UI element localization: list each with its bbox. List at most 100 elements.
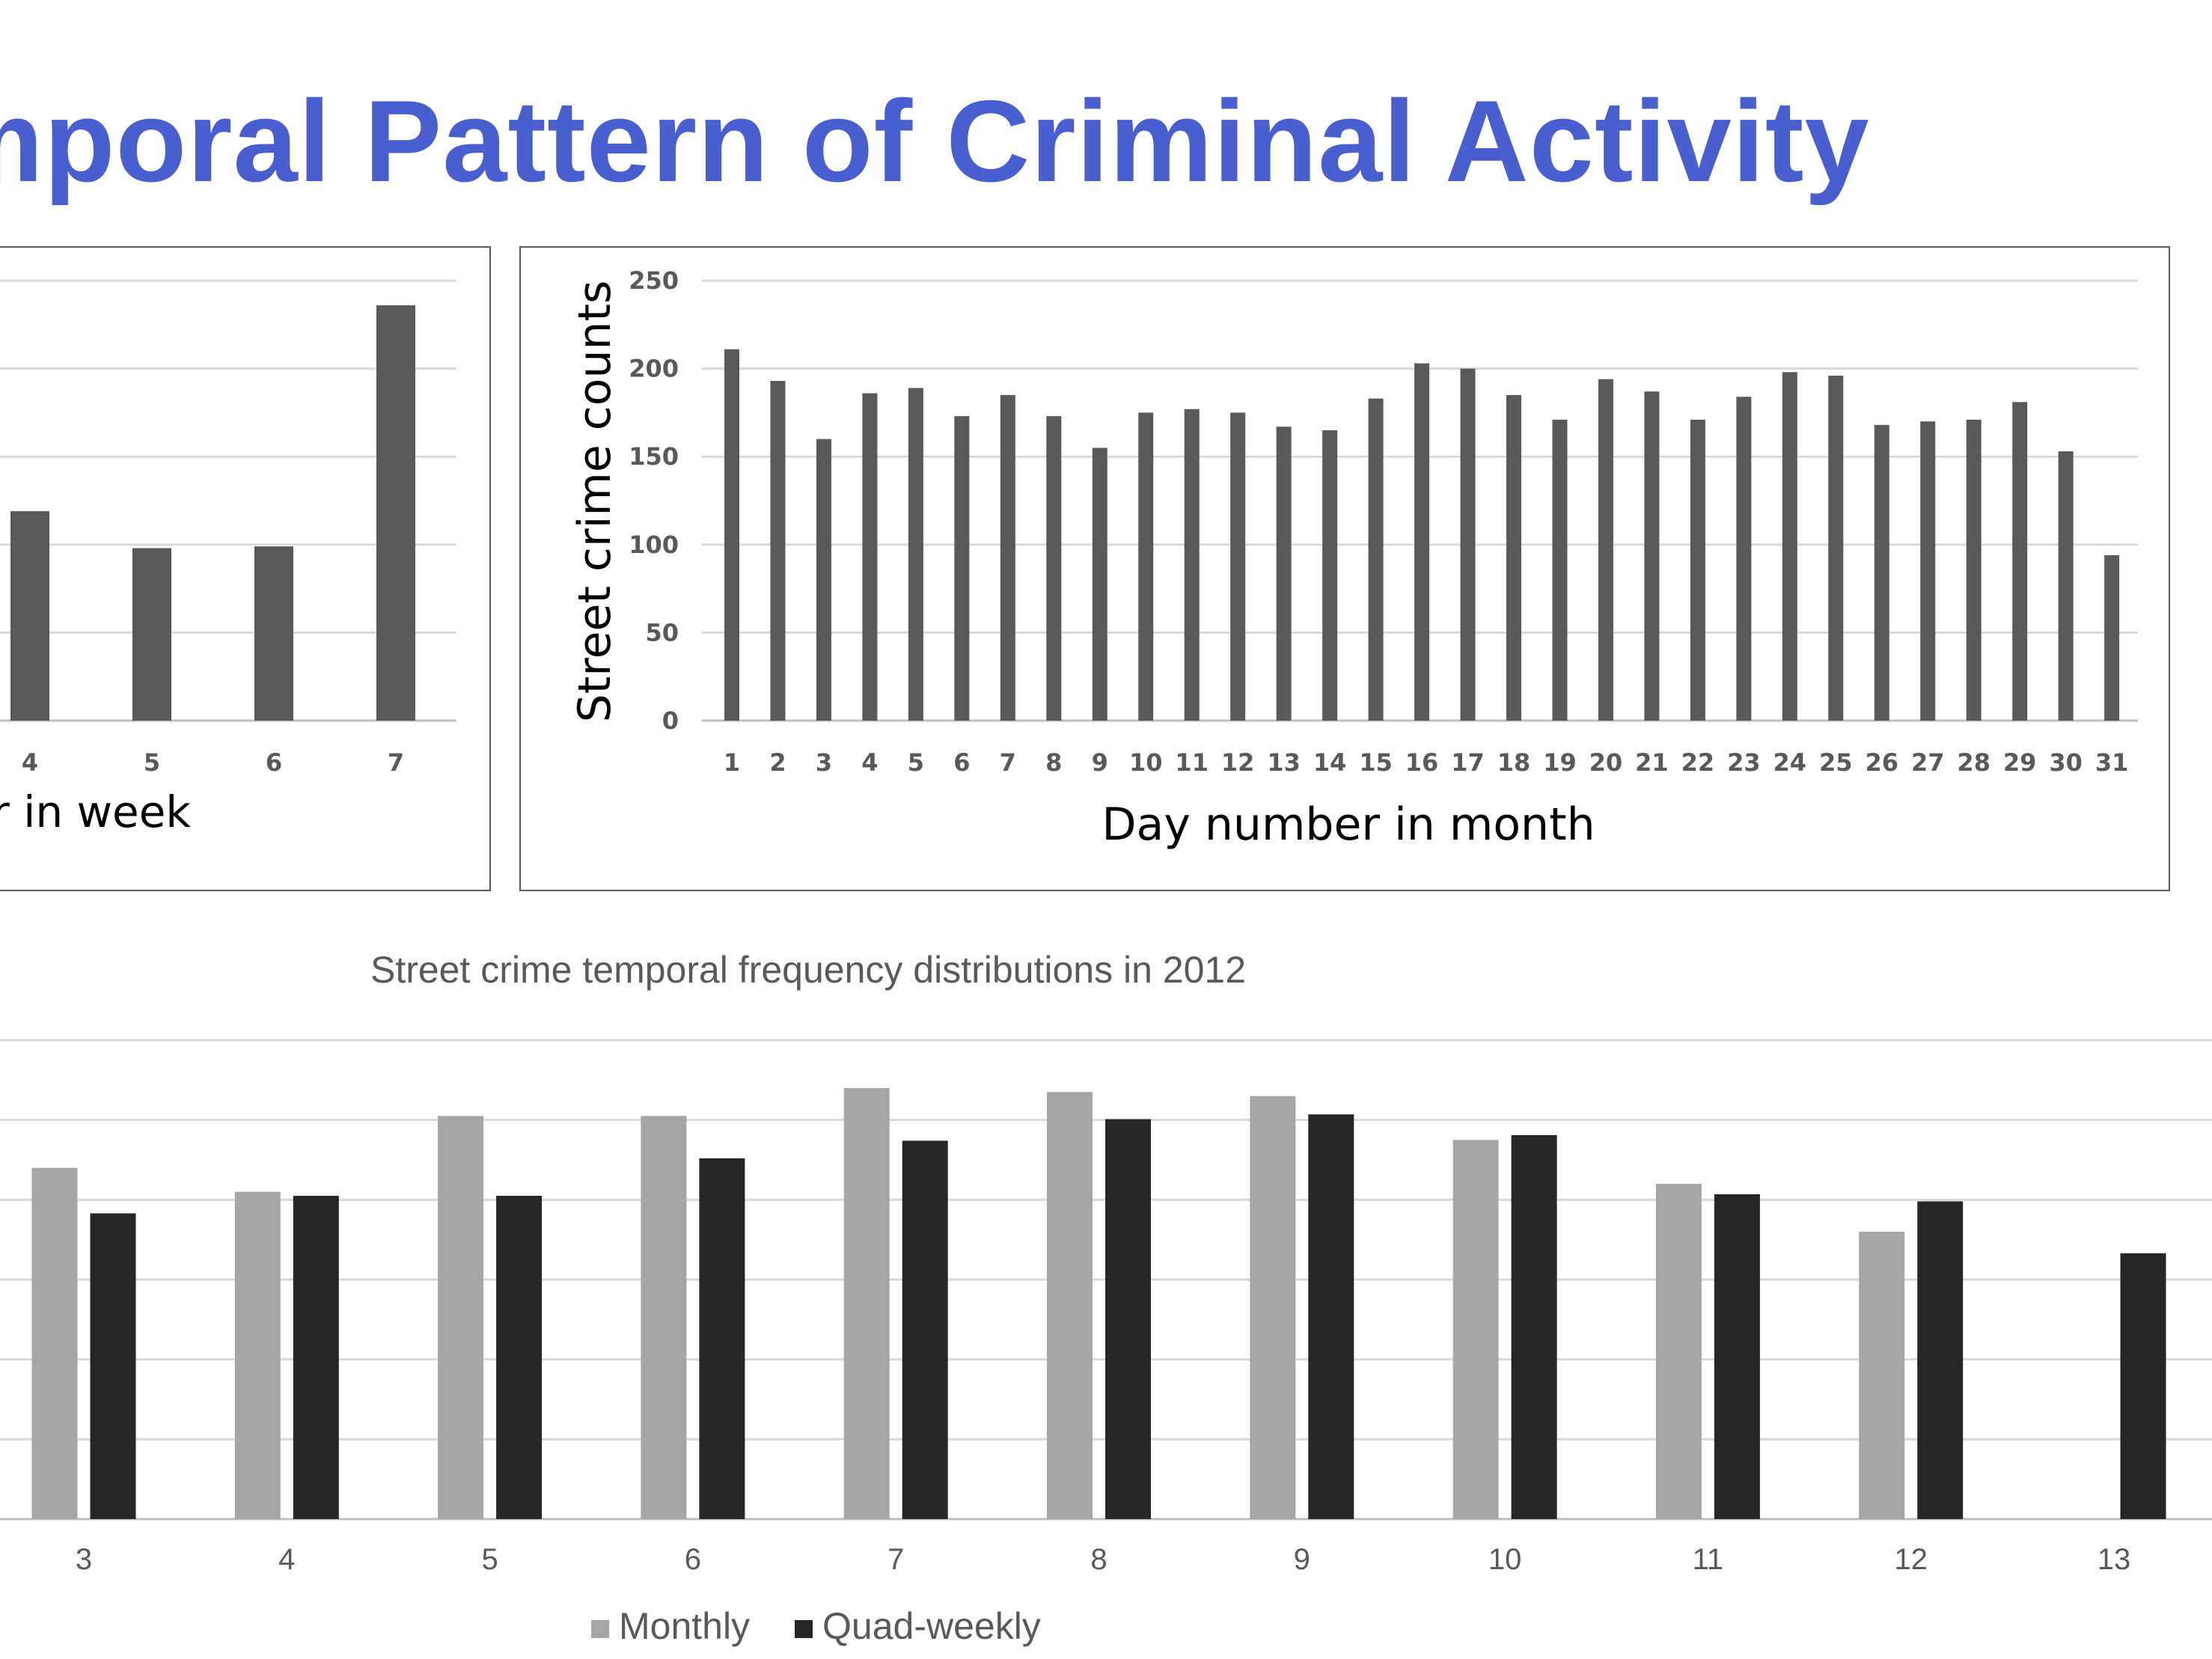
month-x-tick-label: 11	[1175, 748, 1209, 777]
quad-weekly-bar	[1511, 1134, 1557, 1519]
quad-weekly-bar	[1105, 1119, 1151, 1519]
bottom-x-tick-label: 12	[1894, 1543, 1928, 1576]
weekday-tick-label: 5	[144, 748, 160, 777]
month-bar	[1322, 430, 1338, 721]
quad-weekly-bar	[496, 1196, 543, 1519]
month-chart-frame	[519, 246, 2170, 891]
month-bar	[1000, 394, 1015, 721]
month-x-tick-label: 21	[1635, 748, 1669, 777]
month-bar	[2058, 451, 2074, 721]
month-x-tick-label: 22	[1681, 748, 1715, 777]
month-x-tick-label: 18	[1497, 748, 1531, 777]
weekday-x-axis-label: r in week	[0, 786, 191, 837]
bottom-x-tick-label: 3	[76, 1543, 92, 1576]
weekday-bar	[132, 548, 171, 721]
month-bar	[954, 416, 970, 721]
month-x-tick-label: 30	[2049, 748, 2083, 777]
quad-weekly-bar	[1308, 1114, 1354, 1519]
month-bar	[1644, 391, 1660, 721]
month-bar	[1414, 363, 1430, 721]
month-bar	[816, 439, 831, 721]
quad-weekly-bar	[2120, 1253, 2166, 1519]
month-bar	[1782, 372, 1797, 721]
month-x-tick-label: 10	[1129, 748, 1163, 777]
month-x-tick-label: 28	[1957, 748, 1991, 777]
month-x-tick-label: 25	[1819, 748, 1853, 777]
monthly-bar	[1047, 1092, 1093, 1519]
bottom-x-tick-label: 4	[278, 1543, 295, 1576]
bottom-chart-title: Street crime temporal frequency distribu…	[370, 949, 1246, 991]
weekday-tick-label: 6	[266, 748, 282, 777]
month-x-tick-label: 16	[1405, 748, 1439, 777]
month-bar	[770, 381, 786, 721]
month-y-tick-label: 200	[629, 355, 679, 383]
quad-weekly-bar	[902, 1140, 948, 1519]
month-x-tick-label: 20	[1589, 748, 1623, 777]
month-y-tick-label: 150	[629, 442, 679, 471]
legend-label-monthly: Monthly	[619, 1605, 750, 1647]
month-x-tick-label: 26	[1865, 748, 1898, 777]
month-x-tick-label: 29	[2003, 748, 2037, 777]
monthly-bar	[438, 1116, 484, 1519]
month-bar	[1046, 416, 1062, 721]
legend-swatch-quad-weekly	[795, 1620, 813, 1638]
weekday-tick-label: 4	[22, 748, 38, 777]
weekday-bar	[376, 305, 415, 721]
month-x-tick-label: 5	[908, 748, 924, 777]
month-x-tick-label: 1	[724, 748, 740, 777]
month-x-tick-label: 4	[861, 748, 878, 777]
weekday-chart-frame	[0, 246, 491, 891]
month-x-tick-label: 7	[1000, 748, 1016, 777]
month-x-tick-label: 12	[1221, 748, 1255, 777]
legend-swatch-monthly	[591, 1620, 609, 1638]
quad-weekly-bar	[293, 1196, 339, 1519]
month-bar	[1874, 424, 1889, 721]
month-x-tick-label: 23	[1727, 748, 1761, 777]
bottom-x-tick-label: 9	[1294, 1543, 1310, 1576]
quad-weekly-bar	[1917, 1201, 1964, 1519]
month-x-tick-label: 19	[1543, 748, 1577, 777]
month-y-tick-label: 250	[629, 266, 679, 295]
month-y-axis-label: Street crime counts	[569, 281, 621, 723]
month-y-tick-label: 50	[645, 618, 679, 647]
month-x-axis-label: Day number in month	[1102, 798, 1595, 851]
month-bar	[1460, 368, 1476, 721]
month-x-tick-label: 2	[769, 748, 786, 777]
month-bar	[1966, 419, 1982, 721]
month-x-tick-label: 27	[1911, 748, 1945, 777]
bottom-x-tick-label: 6	[685, 1543, 701, 1576]
month-x-tick-label: 6	[953, 748, 970, 777]
month-bar	[1828, 376, 1844, 721]
monthly-bar	[843, 1088, 890, 1519]
month-bar	[724, 349, 739, 721]
month-bar	[1184, 409, 1200, 721]
month-bar	[908, 388, 923, 721]
bottom-x-tick-label: 10	[1488, 1543, 1522, 1576]
slide-title: mporal Pattern of Criminal Activity	[0, 76, 1870, 206]
month-bar	[1736, 397, 1752, 721]
bottom-x-tick-label: 5	[481, 1543, 498, 1576]
monthly-bar	[1250, 1096, 1296, 1519]
weekday-tick-label: 7	[388, 748, 404, 777]
weekday-bar	[254, 546, 293, 721]
quad-weekly-bar	[699, 1158, 745, 1519]
monthly-bar	[234, 1191, 281, 1519]
month-bar	[2104, 554, 2120, 721]
legend-label-quad-weekly: Quad-weekly	[822, 1605, 1041, 1647]
bottom-x-tick-label: 7	[887, 1543, 904, 1576]
month-bar	[1368, 398, 1384, 721]
month-x-tick-label: 14	[1313, 748, 1347, 777]
quad-weekly-bar	[1714, 1194, 1760, 1519]
month-x-tick-label: 3	[816, 748, 832, 777]
month-bar	[1092, 447, 1107, 721]
month-bar	[1276, 427, 1292, 721]
month-bar	[1598, 379, 1613, 721]
month-x-tick-label: 17	[1451, 748, 1485, 777]
bottom-x-tick-label: 11	[1693, 1543, 1724, 1576]
month-bar	[1552, 419, 1568, 721]
month-x-tick-label: 15	[1359, 748, 1393, 777]
month-y-tick-label: 100	[629, 531, 679, 559]
month-bar	[1138, 412, 1154, 721]
month-x-tick-label: 13	[1267, 748, 1301, 777]
